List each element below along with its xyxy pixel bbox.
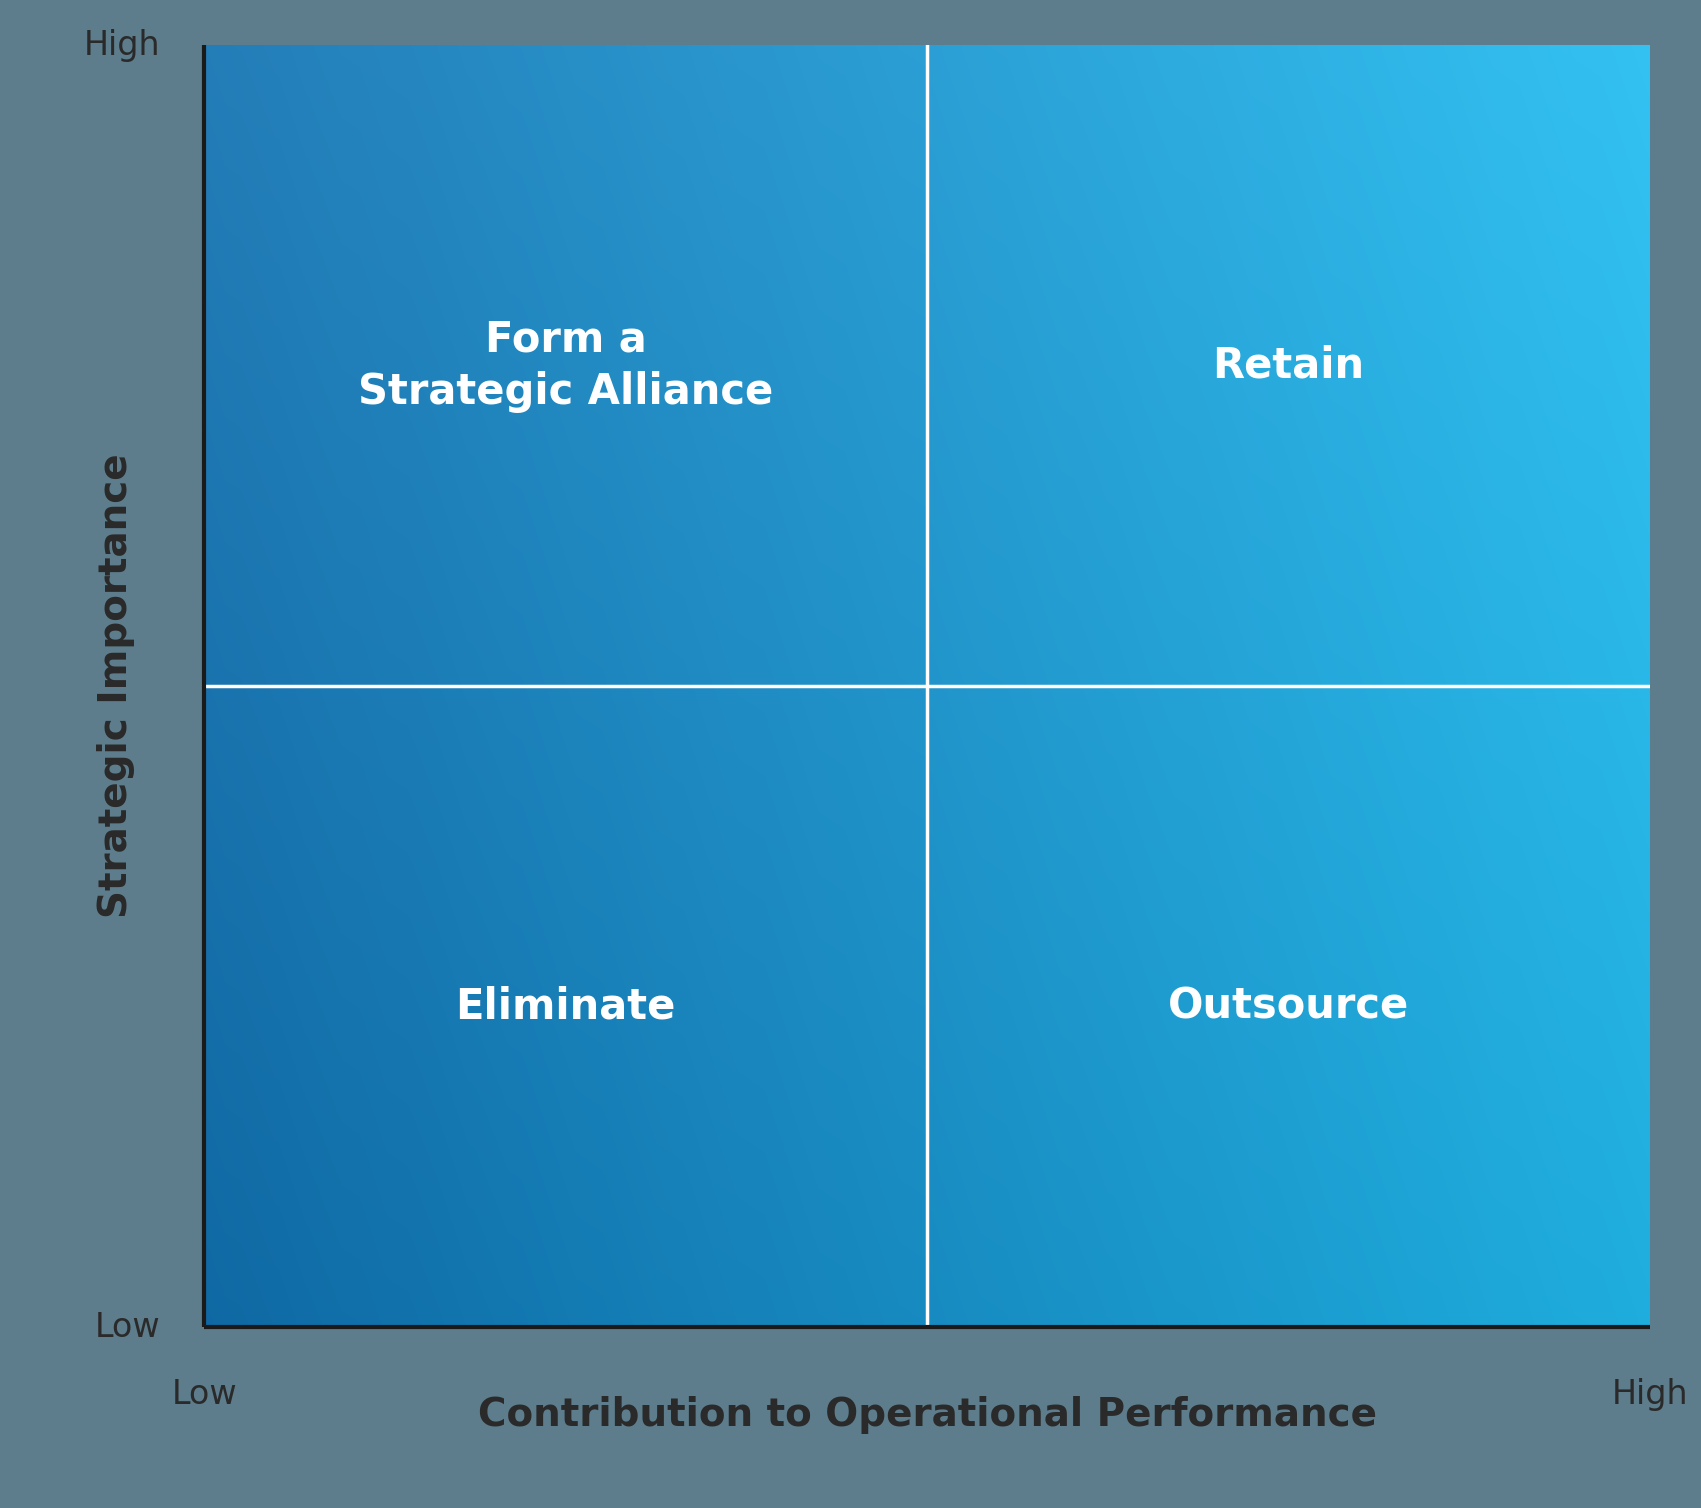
X-axis label: Contribution to Operational Performance: Contribution to Operational Performance: [478, 1396, 1376, 1434]
Text: Eliminate: Eliminate: [456, 986, 675, 1027]
Text: Outsource: Outsource: [1169, 986, 1408, 1027]
Text: Low: Low: [95, 1310, 160, 1344]
Text: Form a
Strategic Alliance: Form a Strategic Alliance: [357, 318, 774, 413]
Text: High: High: [83, 29, 160, 62]
Y-axis label: Strategic Importance: Strategic Importance: [97, 454, 134, 918]
Text: High: High: [1611, 1378, 1689, 1411]
Text: Retain: Retain: [1213, 345, 1364, 386]
Text: Low: Low: [172, 1378, 236, 1411]
